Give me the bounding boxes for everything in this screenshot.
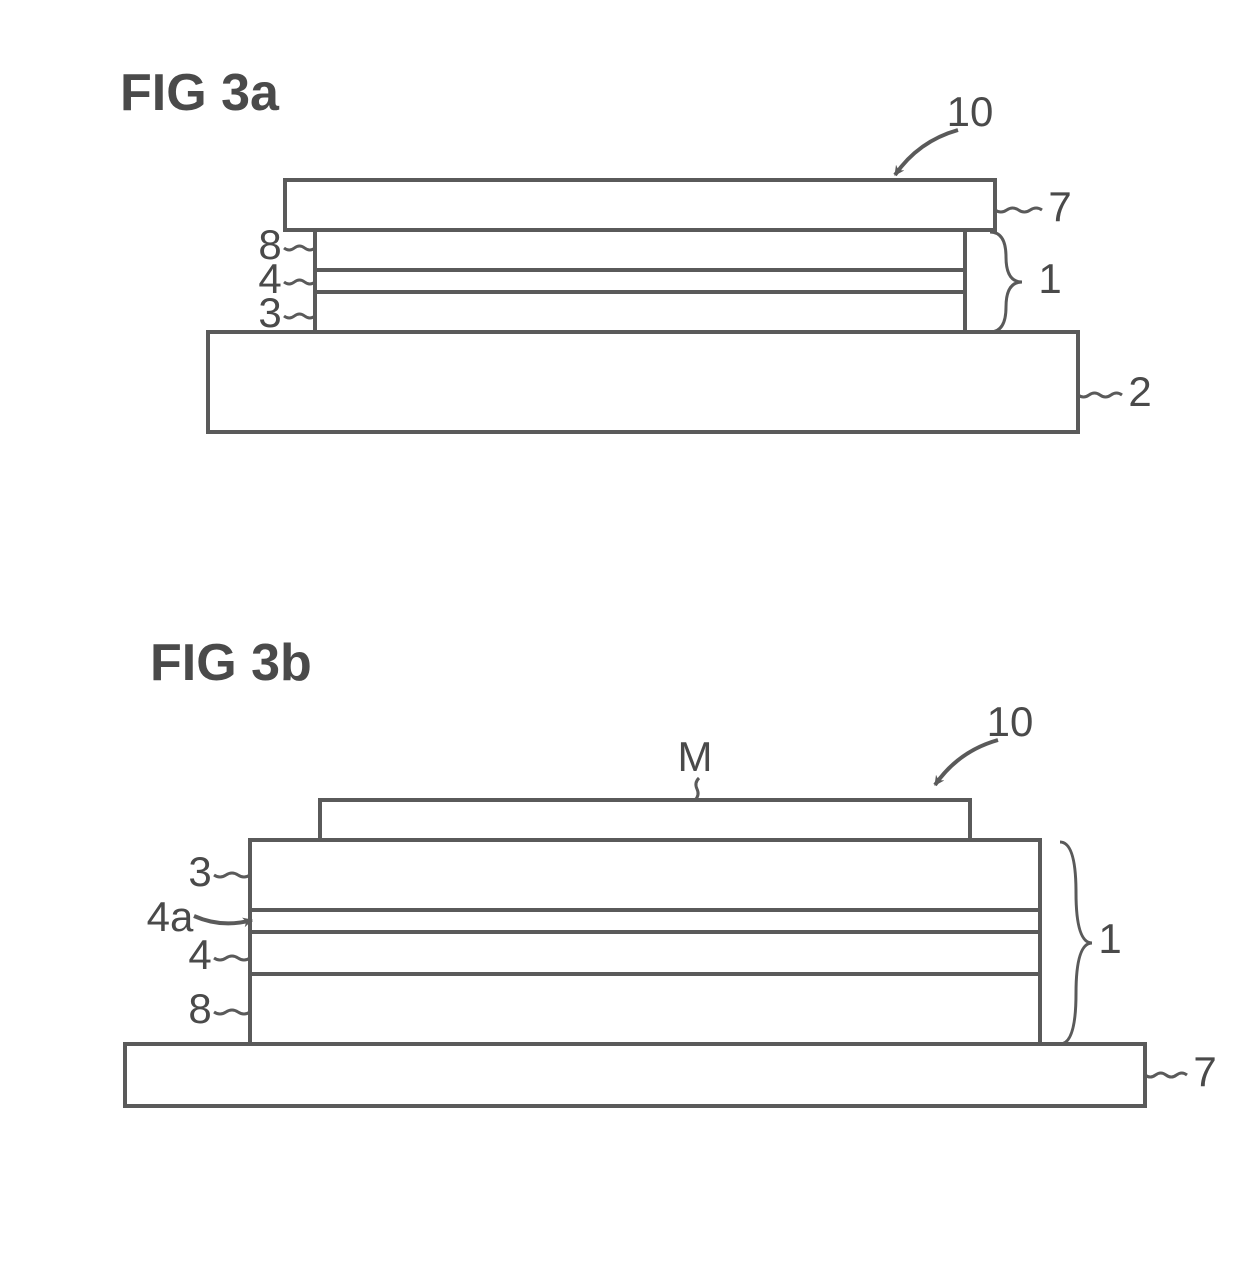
- fig-b-layer-top: [320, 800, 970, 840]
- fig-b-layer-3: [250, 840, 1040, 910]
- fig-a-layer-4: [315, 270, 965, 292]
- label-4a-b-text: 4a: [147, 893, 194, 940]
- label-2-a: 2: [1078, 368, 1152, 415]
- fig-a-layer-3: [315, 292, 965, 332]
- label-M: M: [678, 733, 713, 800]
- brace-a: [990, 232, 1022, 332]
- fig-b-layer-4a: [250, 910, 1040, 932]
- brace-b: [1060, 842, 1092, 1044]
- label-1-b: 1: [1098, 915, 1121, 962]
- label-4-b-text: 4: [188, 931, 211, 978]
- label-M-text: M: [678, 733, 713, 780]
- diagram-canvas: FIG 3a 10 7 2 8 4 3: [0, 0, 1240, 1273]
- label-3-a-text: 3: [258, 289, 281, 336]
- label-7-a-text: 7: [1048, 183, 1071, 230]
- fig-b-layer-bottom: [125, 1044, 1145, 1106]
- fig-3a-title: FIG 3a: [120, 64, 280, 122]
- label-7-a: 7: [995, 183, 1072, 230]
- label-7-b-text: 7: [1193, 1048, 1216, 1095]
- assembly-arrow-b: [935, 740, 998, 785]
- label-2-a-text: 2: [1128, 368, 1151, 415]
- label-3-a: 3: [258, 289, 315, 336]
- label-10-a: 10: [947, 88, 994, 135]
- fig-3a: FIG 3a 10 7 2 8 4 3: [120, 64, 1152, 432]
- fig-3b-title: FIG 3b: [150, 634, 312, 692]
- fig-3b: FIG 3b 10 M 3 4a 4 8: [125, 634, 1217, 1106]
- label-7-b: 7: [1145, 1048, 1217, 1095]
- assembly-arrow-a: [895, 130, 958, 175]
- label-1-a: 1: [1038, 255, 1061, 302]
- label-10-b: 10: [987, 698, 1034, 745]
- fig-b-layer-4: [250, 932, 1040, 974]
- label-8-b: 8: [188, 985, 250, 1032]
- label-3-b-text: 3: [188, 848, 211, 895]
- fig-a-layer-8: [315, 230, 965, 270]
- label-3-b: 3: [188, 848, 250, 895]
- fig-a-layer-top: [285, 180, 995, 230]
- fig-a-layer-bottom: [208, 332, 1078, 432]
- label-4-b: 4: [188, 931, 250, 978]
- label-8-b-text: 8: [188, 985, 211, 1032]
- fig-b-layer-8: [250, 974, 1040, 1044]
